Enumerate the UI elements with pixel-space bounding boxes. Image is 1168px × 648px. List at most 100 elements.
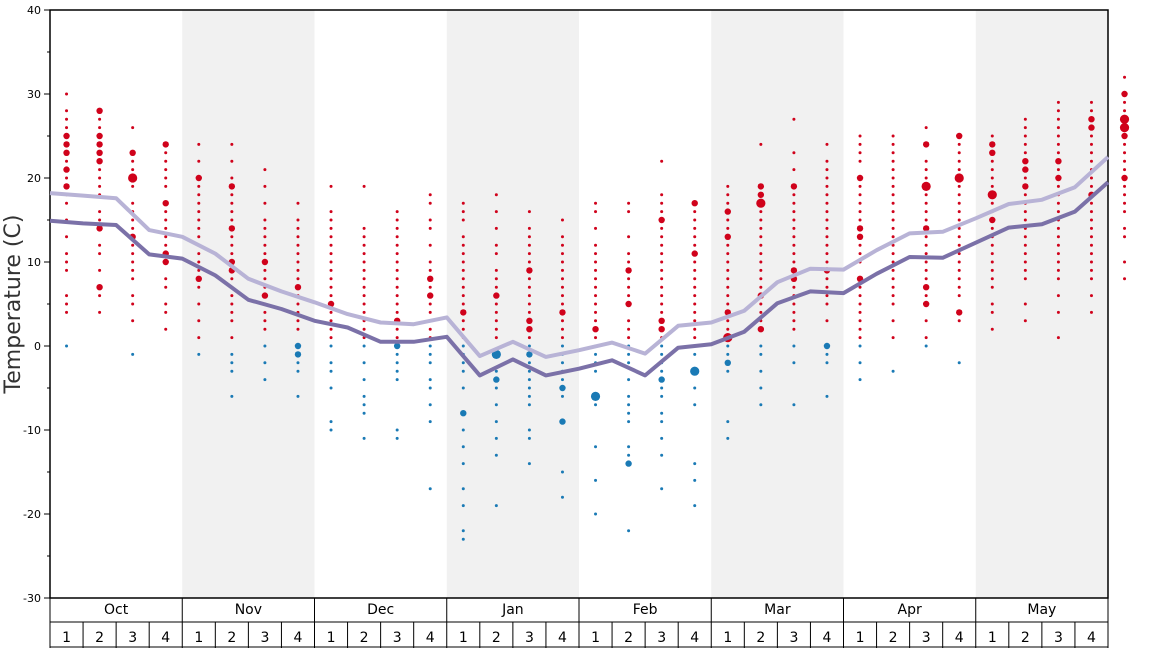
- data-point: [922, 225, 930, 232]
- data-point: [658, 326, 665, 333]
- data-point: [990, 277, 994, 281]
- data-point: [395, 369, 399, 373]
- data-point: [792, 252, 796, 256]
- data-point: [230, 361, 234, 365]
- data-point: [1055, 158, 1062, 165]
- data-point: [461, 285, 465, 289]
- data-point: [759, 310, 763, 314]
- data-point: [792, 168, 796, 172]
- data-point: [230, 310, 234, 314]
- data-point: [590, 391, 601, 401]
- data-point: [594, 201, 598, 205]
- data-point: [1056, 294, 1060, 298]
- data-point: [65, 117, 69, 121]
- data-point: [1023, 319, 1027, 323]
- data-point: [362, 294, 366, 298]
- data-point: [957, 252, 961, 256]
- data-point: [329, 294, 333, 298]
- data-point: [726, 277, 730, 281]
- data-point: [1023, 193, 1027, 197]
- data-point: [263, 361, 267, 365]
- data-point: [461, 277, 465, 281]
- data-point: [1089, 235, 1093, 239]
- data-point: [395, 310, 399, 314]
- data-point: [65, 235, 69, 239]
- data-point: [792, 403, 796, 407]
- data-point: [428, 420, 432, 424]
- data-point: [131, 201, 135, 205]
- data-point: [891, 252, 895, 256]
- data-point: [726, 268, 730, 272]
- data-point: [1056, 268, 1060, 272]
- data-point: [428, 403, 432, 407]
- data-point: [296, 252, 300, 256]
- data-point: [395, 268, 399, 272]
- data-point: [362, 411, 366, 415]
- data-point: [891, 151, 895, 155]
- data-point: [428, 218, 432, 222]
- data-point: [527, 403, 531, 407]
- data-point: [98, 184, 102, 188]
- data-point: [195, 275, 202, 282]
- data-point: [858, 378, 862, 382]
- data-point: [197, 352, 201, 356]
- data-point: [428, 386, 432, 390]
- data-point: [362, 243, 366, 247]
- data-point: [660, 411, 664, 415]
- data-point: [1023, 142, 1027, 146]
- data-point: [792, 218, 796, 222]
- data-point: [924, 218, 928, 222]
- data-point: [461, 201, 465, 205]
- data-point: [924, 277, 928, 281]
- data-point: [493, 292, 500, 299]
- week-label: 2: [624, 630, 633, 646]
- data-point: [527, 285, 531, 289]
- data-point: [957, 184, 961, 188]
- data-point: [625, 267, 632, 274]
- data-point: [1056, 336, 1060, 340]
- week-label: 4: [426, 630, 435, 646]
- data-point: [825, 142, 829, 146]
- data-point: [461, 361, 465, 365]
- data-point: [98, 210, 102, 214]
- data-point: [693, 310, 697, 314]
- data-point: [296, 260, 300, 264]
- data-point: [131, 302, 135, 306]
- data-point: [757, 191, 765, 198]
- week-label: 4: [823, 630, 832, 646]
- data-point: [96, 158, 103, 165]
- data-point: [131, 243, 135, 247]
- data-point: [65, 92, 69, 96]
- data-point: [957, 294, 961, 298]
- data-point: [627, 411, 631, 415]
- data-point: [792, 235, 796, 239]
- data-point: [1121, 90, 1128, 98]
- data-point: [164, 243, 168, 247]
- week-label: 3: [657, 630, 666, 646]
- data-point: [329, 344, 333, 348]
- month-label-jan: Jan: [501, 602, 524, 618]
- data-point: [594, 352, 598, 356]
- data-point: [98, 243, 102, 247]
- average-lines: [49, 155, 1110, 378]
- data-point: [1056, 100, 1060, 104]
- data-point: [197, 201, 201, 205]
- y-tick-label: -20: [23, 508, 41, 521]
- month-label-nov: Nov: [235, 602, 262, 618]
- data-point: [395, 260, 399, 264]
- data-point: [891, 277, 895, 281]
- data-point: [792, 201, 796, 205]
- month-label-dec: Dec: [367, 602, 394, 618]
- data-point: [65, 310, 69, 314]
- data-point: [460, 410, 467, 417]
- data-point: [594, 277, 598, 281]
- data-point: [990, 176, 994, 180]
- y-tick-label: 30: [27, 88, 41, 101]
- data-point: [98, 294, 102, 298]
- data-point: [658, 216, 665, 224]
- month-shade-may: [975, 10, 1108, 598]
- data-point: [1023, 243, 1027, 247]
- data-point: [461, 235, 465, 239]
- data-point: [759, 277, 763, 281]
- data-point: [1089, 252, 1093, 256]
